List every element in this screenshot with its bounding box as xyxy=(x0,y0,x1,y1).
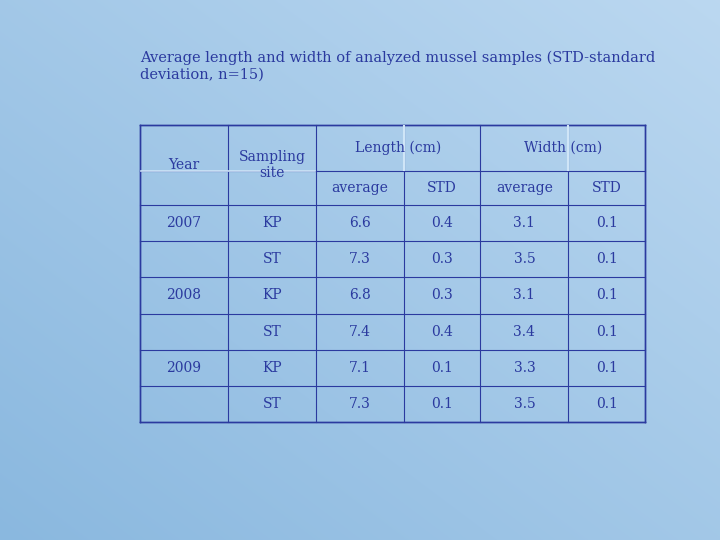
Text: 0.1: 0.1 xyxy=(595,216,618,230)
Text: 6.8: 6.8 xyxy=(349,288,371,302)
Text: 3.5: 3.5 xyxy=(513,397,535,411)
Text: Year: Year xyxy=(168,158,199,172)
Text: 0.1: 0.1 xyxy=(595,397,618,411)
Text: 0.3: 0.3 xyxy=(431,252,453,266)
Text: 0.4: 0.4 xyxy=(431,325,453,339)
Text: 3.5: 3.5 xyxy=(513,252,535,266)
Text: STD: STD xyxy=(427,181,457,195)
Text: 0.1: 0.1 xyxy=(595,252,618,266)
Text: 2007: 2007 xyxy=(166,216,202,230)
Text: 7.4: 7.4 xyxy=(349,325,371,339)
Text: average: average xyxy=(496,181,553,195)
Text: 0.3: 0.3 xyxy=(431,288,453,302)
Text: 3.1: 3.1 xyxy=(513,288,536,302)
Text: 0.1: 0.1 xyxy=(595,325,618,339)
Text: ST: ST xyxy=(263,325,282,339)
Text: Width (cm): Width (cm) xyxy=(523,141,602,155)
Text: 2009: 2009 xyxy=(166,361,202,375)
Text: STD: STD xyxy=(592,181,621,195)
Text: 0.1: 0.1 xyxy=(595,361,618,375)
Text: average: average xyxy=(331,181,388,195)
Text: KP: KP xyxy=(262,361,282,375)
Text: 3.4: 3.4 xyxy=(513,325,536,339)
Text: Sampling
site: Sampling site xyxy=(238,150,305,180)
Text: 7.1: 7.1 xyxy=(349,361,371,375)
Text: 3.3: 3.3 xyxy=(513,361,535,375)
Text: 7.3: 7.3 xyxy=(349,397,371,411)
Text: Average length and width of analyzed mussel samples (STD-standard: Average length and width of analyzed mus… xyxy=(140,51,655,65)
Text: Length (cm): Length (cm) xyxy=(355,141,441,155)
Text: KP: KP xyxy=(262,288,282,302)
Text: 0.1: 0.1 xyxy=(595,288,618,302)
Text: ST: ST xyxy=(263,252,282,266)
Text: 2008: 2008 xyxy=(166,288,202,302)
Text: 0.4: 0.4 xyxy=(431,216,453,230)
Text: 6.6: 6.6 xyxy=(349,216,371,230)
Text: KP: KP xyxy=(262,216,282,230)
Text: 0.1: 0.1 xyxy=(431,397,453,411)
Text: 3.1: 3.1 xyxy=(513,216,536,230)
Text: deviation, n=15): deviation, n=15) xyxy=(140,68,264,82)
Text: 0.1: 0.1 xyxy=(431,361,453,375)
Text: 7.3: 7.3 xyxy=(349,252,371,266)
Text: ST: ST xyxy=(263,397,282,411)
